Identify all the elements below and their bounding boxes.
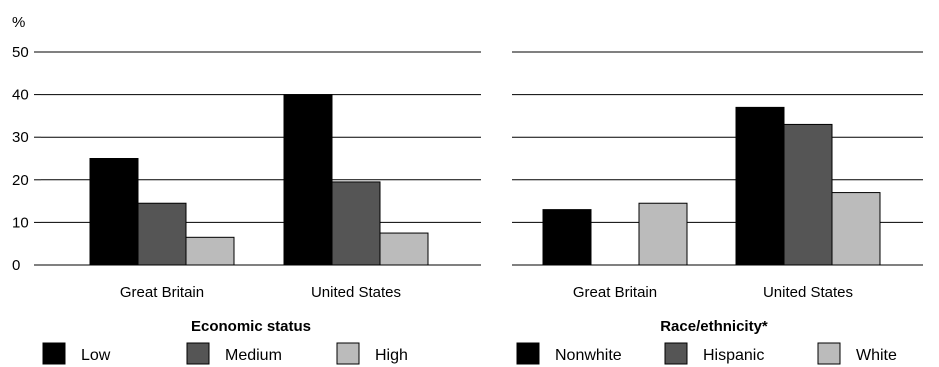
y-tick-label: 50: [12, 44, 29, 61]
legend-swatch: [664, 342, 688, 365]
y-unit-label: %: [12, 14, 25, 31]
y-tick-label: 40: [12, 87, 29, 104]
bar: [542, 209, 592, 266]
legend-label: Nonwhite: [555, 347, 622, 364]
bar: [283, 94, 333, 266]
bar: [783, 123, 833, 266]
legend-label: Low: [81, 347, 111, 364]
y-tick-label: 0: [12, 257, 20, 274]
bar: [137, 202, 187, 266]
bar: [185, 236, 235, 266]
legend-swatch: [336, 342, 360, 365]
category-label: Great Britain: [120, 284, 204, 301]
legend-label: White: [856, 347, 897, 364]
bar: [638, 202, 688, 266]
left-chart-title: Economic status: [191, 318, 311, 335]
bar: [379, 232, 429, 266]
legends-layer: Low Medium High Nonwhite Hispanic White: [42, 342, 897, 365]
bar: [331, 181, 381, 266]
legend-label: High: [375, 347, 408, 364]
legend-swatch: [817, 342, 841, 365]
category-label: Great Britain: [573, 284, 657, 301]
category-label: United States: [763, 284, 853, 301]
y-tick-label: 10: [12, 214, 29, 231]
category-label: United States: [311, 284, 401, 301]
bar: [735, 106, 785, 266]
y-tick-label: 30: [12, 129, 29, 146]
legend-swatch: [516, 342, 540, 365]
labels-layer: Economic status Race/ethnicity* 0 10 20 30 4…: [12, 44, 853, 335]
legend-swatch: [186, 342, 210, 365]
bar: [89, 158, 139, 266]
legend-swatch: [42, 342, 66, 365]
y-tick-label: 20: [12, 172, 29, 189]
bars-layer: [89, 94, 881, 266]
bar: [831, 192, 881, 266]
legend-label: Hispanic: [703, 347, 764, 364]
legend-label: Medium: [225, 347, 282, 364]
right-chart-title: Race/ethnicity*: [660, 318, 768, 335]
